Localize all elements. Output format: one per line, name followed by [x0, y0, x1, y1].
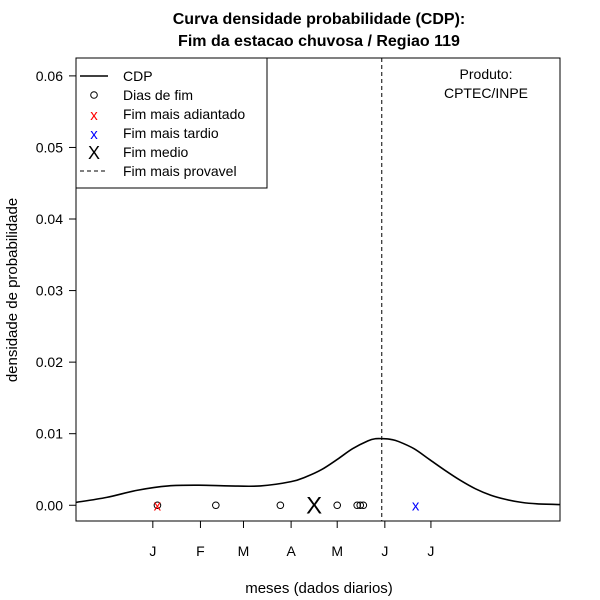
- dias-de-fim-point: [359, 501, 368, 510]
- y-tick-label: 0.03: [36, 283, 63, 299]
- chart-title-line1: Curva densidade probabilidade (CDP):: [173, 11, 465, 28]
- x-tick-label: J: [149, 543, 156, 559]
- dias-de-fim-point: [153, 501, 162, 510]
- dias-de-fim-point: [333, 501, 342, 510]
- fim-mais-adiantado-marker: x: [154, 497, 162, 514]
- dias-de-fim-point: [356, 501, 365, 510]
- x-tick-label: A: [286, 543, 296, 559]
- dias-de-fim-point: [276, 501, 285, 510]
- x-tick-label: M: [238, 543, 250, 559]
- legend-box: [75, 57, 268, 189]
- y-tick-label: 0.00: [36, 497, 63, 513]
- y-axis-label: densidade de probabilidade: [4, 198, 21, 382]
- y-tick-label: 0.01: [36, 426, 63, 442]
- y-tick-label: 0.06: [36, 68, 63, 84]
- dias-de-fim-point: [212, 501, 220, 510]
- y-tick-label: 0.02: [36, 354, 63, 370]
- legend-label-cdp: CDP: [123, 68, 153, 84]
- legend: x x X CDP Dias de fim Fim mais adiantado…: [75, 57, 268, 189]
- legend-label-medio: Fim medio: [123, 144, 189, 160]
- legend-label-provavel: Fim mais provavel: [123, 163, 237, 179]
- legend-label-adiantado: Fim mais adiantado: [123, 106, 245, 122]
- legend-symbol-medio: X: [88, 143, 100, 163]
- legend-label-tardio: Fim mais tardio: [123, 125, 219, 141]
- x-tick-label: J: [427, 543, 434, 559]
- chart-title-line2: Fim da estacao chuvosa / Regiao 119: [178, 33, 460, 50]
- cdp-curve-line: [75, 437, 561, 506]
- y-tick-label: 0.04: [36, 211, 63, 227]
- legend-label-dias: Dias de fim: [123, 87, 193, 103]
- annotation-cptec: CPTEC/INPE: [444, 85, 528, 101]
- fim-mais-tardio-marker: x: [412, 497, 420, 514]
- extreme-markers: x xX: [154, 492, 420, 519]
- legend-symbol-adiantado: x: [90, 107, 98, 124]
- dias-de-fim-points: [153, 501, 368, 510]
- x-tick-label: J: [381, 543, 388, 559]
- x-tick-label: F: [196, 543, 205, 559]
- legend-symbol-tardio: x: [90, 126, 98, 143]
- x-axis-label: meses (dados diarios): [245, 580, 393, 597]
- fim-medio-marker: X: [306, 492, 322, 519]
- x-tick-label: M: [331, 543, 343, 559]
- legend-symbol-dias: [90, 91, 98, 99]
- annotation-produto: Produto:: [460, 66, 513, 82]
- y-tick-label: 0.05: [36, 139, 63, 155]
